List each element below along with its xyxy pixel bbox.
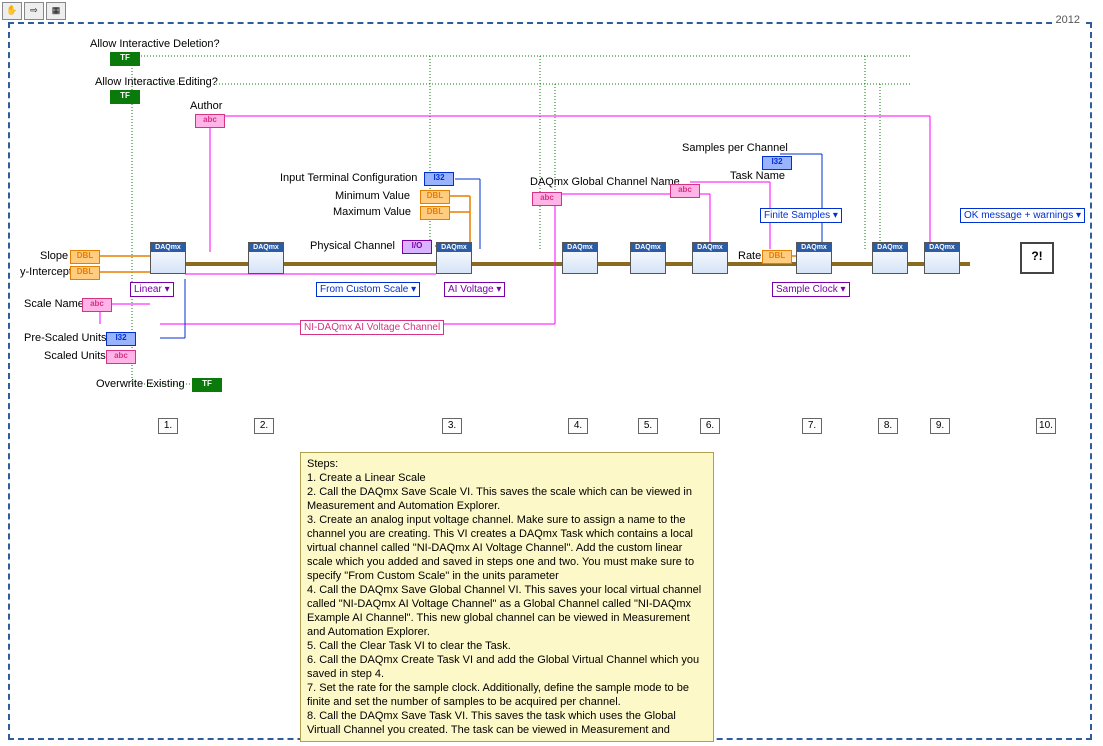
tool-operate[interactable]: ✋ <box>2 2 22 20</box>
terminal-maximum-value[interactable]: DBL <box>420 206 450 220</box>
node-clear-task[interactable]: DAQmx <box>630 242 666 274</box>
selector-ai-voltage[interactable]: AI Voltage ▾ <box>444 282 505 297</box>
terminal-global-channel-name[interactable]: abc <box>532 192 562 206</box>
version-label: 2012 <box>1052 14 1084 26</box>
label-physical-channel: Physical Channel <box>310 240 395 252</box>
label-minimum-value: Minimum Value <box>335 190 410 202</box>
note-line-2: 2. Call the DAQmx Save Scale VI. This sa… <box>307 485 707 513</box>
terminal-scaled-units[interactable]: abc <box>106 350 136 364</box>
note-line-6: 6. Call the DAQmx Create Task VI and add… <box>307 653 707 681</box>
selector-sample-clock[interactable]: Sample Clock ▾ <box>772 282 850 297</box>
constant-ni-daqmx-channel-name[interactable]: NI-DAQmx AI Voltage Channel <box>300 320 444 335</box>
terminal-scale-name[interactable]: abc <box>82 298 112 312</box>
terminal-samples-per-channel[interactable]: I32 <box>762 156 792 170</box>
node-timing[interactable]: DAQmx <box>796 242 832 274</box>
step-number-5: 5. <box>638 418 658 434</box>
terminal-allow-editing[interactable]: TF <box>110 90 140 104</box>
node-create-scale[interactable]: DAQmx <box>150 242 186 274</box>
note-line-8: 8. Call the DAQmx Save Task VI. This sav… <box>307 709 707 737</box>
note-line-1: 1. Create a Linear Scale <box>307 471 707 485</box>
step-number-1: 1. <box>158 418 178 434</box>
terminal-input-terminal-config[interactable]: I32 <box>424 172 454 186</box>
step-number-4: 4. <box>568 418 588 434</box>
label-y-intercept: y-Intercept <box>20 266 72 278</box>
terminal-physical-channel[interactable]: I/O <box>402 240 432 254</box>
terminal-allow-deletion[interactable]: TF <box>110 52 140 66</box>
step-number-10: 10. <box>1036 418 1056 434</box>
note-line-5: 5. Call the Clear Task VI to clear the T… <box>307 639 707 653</box>
label-daqmx-global-channel-name: DAQmx Global Channel Name <box>530 176 680 188</box>
node-clear-task-2[interactable]: DAQmx <box>924 242 960 274</box>
step-number-6: 6. <box>700 418 720 434</box>
label-pre-scaled-units: Pre-Scaled Units <box>24 332 107 344</box>
node-save-scale[interactable]: DAQmx <box>248 242 284 274</box>
step-number-3: 3. <box>442 418 462 434</box>
label-rate: Rate <box>738 250 761 262</box>
note-line-3: 3. Create an analog input voltage channe… <box>307 513 707 583</box>
selector-from-custom-scale[interactable]: From Custom Scale ▾ <box>316 282 420 297</box>
terminal-pre-scaled-units[interactable]: I32 <box>106 332 136 346</box>
step-number-2: 2. <box>254 418 274 434</box>
label-allow-editing: Allow Interactive Editing? <box>95 76 218 88</box>
selector-finite-samples[interactable]: Finite Samples ▾ <box>760 208 842 223</box>
selector-linear[interactable]: Linear ▾ <box>130 282 174 297</box>
label-task-name: Task Name <box>730 170 785 182</box>
node-create-ai-channel[interactable]: DAQmx <box>436 242 472 274</box>
tool-probe[interactable]: ⇨ <box>24 2 44 20</box>
label-allow-deletion: Allow Interactive Deletion? <box>90 38 220 50</box>
tool-highlight[interactable]: ▦ <box>46 2 66 20</box>
step-number-9: 9. <box>930 418 950 434</box>
label-slope: Slope <box>40 250 68 262</box>
steps-note: Steps: 1. Create a Linear Scale 2. Call … <box>300 452 714 742</box>
terminal-rate[interactable]: DBL <box>762 250 792 264</box>
label-scaled-units: Scaled Units <box>44 350 106 362</box>
terminal-minimum-value[interactable]: DBL <box>420 190 450 204</box>
node-save-task[interactable]: DAQmx <box>872 242 908 274</box>
step-number-8: 8. <box>878 418 898 434</box>
terminal-y-intercept[interactable]: DBL <box>70 266 100 280</box>
terminal-overwrite-existing[interactable]: TF <box>192 378 222 392</box>
terminal-author[interactable]: abc <box>195 114 225 128</box>
label-overwrite-existing: Overwrite Existing <box>96 378 185 390</box>
label-samples-per-channel: Samples per Channel <box>682 142 788 154</box>
step-number-7: 7. <box>802 418 822 434</box>
toolbar: ✋ ⇨ ▦ <box>2 2 66 20</box>
label-maximum-value: Maximum Value <box>333 206 411 218</box>
block-diagram-frame: 2012 Allow Interactive Deletion? TF Allo… <box>8 22 1092 740</box>
note-title: Steps: <box>307 457 707 471</box>
note-line-4: 4. Call the DAQmx Save Global Channel VI… <box>307 583 707 639</box>
label-scale-name: Scale Name <box>24 298 84 310</box>
terminal-slope[interactable]: DBL <box>70 250 100 264</box>
note-line-7: 7. Set the rate for the sample clock. Ad… <box>307 681 707 709</box>
terminal-task-name[interactable]: abc <box>670 184 700 198</box>
selector-ok-message-warnings[interactable]: OK message + warnings ▾ <box>960 208 1085 223</box>
node-create-task[interactable]: DAQmx <box>692 242 728 274</box>
node-save-global-channel[interactable]: DAQmx <box>562 242 598 274</box>
simple-error-handler[interactable]: ?! <box>1020 242 1054 274</box>
label-input-terminal-config: Input Terminal Configuration <box>280 172 417 184</box>
label-author: Author <box>190 100 222 112</box>
